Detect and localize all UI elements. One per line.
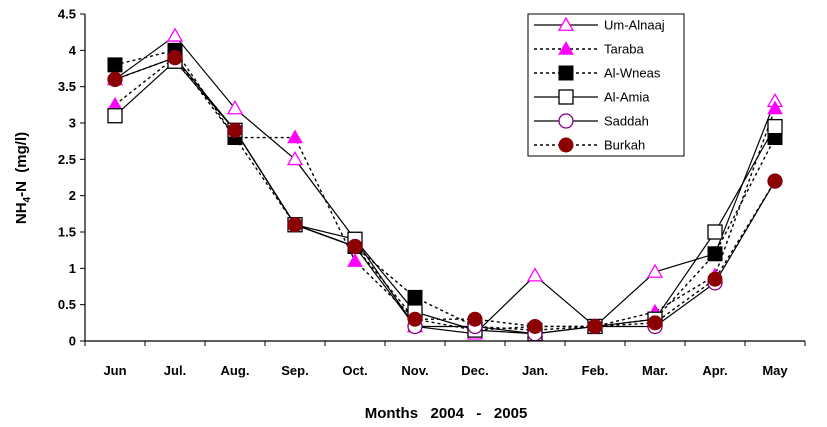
legend-label: Um-Alnaaj — [604, 18, 665, 33]
legend-label: Al-Amia — [604, 90, 650, 105]
y-tick-label: 4 — [69, 43, 77, 58]
legend-marker — [558, 65, 574, 81]
legend-marker — [558, 137, 574, 153]
series-line-5 — [114, 56, 776, 335]
data-point-series-1 — [286, 151, 304, 166]
data-point-series-2 — [287, 129, 303, 144]
y-tick-label: 0.5 — [58, 297, 76, 312]
data-point-series-6 — [227, 122, 243, 138]
x-tick-label: Jan. — [522, 363, 548, 378]
series-line-2 — [114, 56, 776, 331]
data-point-series-6 — [287, 217, 303, 233]
legend-label: Saddah — [604, 114, 649, 129]
data-point-series-2 — [767, 100, 783, 115]
data-point-series-6 — [467, 311, 483, 327]
x-tick-label: Nov. — [401, 363, 428, 378]
legend-box — [527, 13, 685, 157]
x-tick-label: Oct. — [342, 363, 367, 378]
legend: Um-Alnaaj Taraba Al-Wneas Al-Amia Saddah Burk… — [527, 13, 685, 157]
data-point-series-6 — [767, 173, 783, 189]
data-point-series-4 — [707, 224, 723, 240]
data-point-series-3 — [107, 57, 123, 73]
y-tick-label: 3 — [69, 116, 76, 131]
x-tick-label: Mar. — [642, 363, 668, 378]
data-point-series-6 — [707, 271, 723, 287]
x-axis-title: Months 2004 - 2005 — [365, 405, 528, 422]
y-tick-label: 0 — [69, 334, 76, 349]
y-axis-title-main: NH — [13, 202, 30, 224]
y-tick-label: 2.5 — [58, 152, 76, 167]
y-tick-label: 3.5 — [58, 79, 76, 94]
plot-markers — [106, 27, 784, 342]
data-point-series-6 — [587, 318, 603, 334]
legend-marker — [558, 89, 574, 105]
data-point-series-1 — [166, 27, 184, 42]
legend-label: Burkah — [604, 138, 645, 153]
series-line-1 — [114, 34, 776, 335]
y-axis-title-subscript: 4 — [22, 196, 33, 202]
y-axis-title: NH4-N (mg/l) — [13, 132, 33, 224]
data-point-series-1 — [646, 263, 664, 278]
x-ticks: Jun Jul. Aug. Sep. Oct. Nov. Dec. Jan. Feb. Mar. A… — [84, 341, 806, 378]
y-tick-label: 2 — [69, 188, 76, 203]
data-point-series-4 — [107, 108, 123, 124]
data-point-series-2 — [347, 253, 363, 267]
legend-label: Taraba — [604, 42, 645, 57]
y-ticks: 0 0.5 1 1.5 2 2.5 3 3.5 4 4.5 — [58, 7, 85, 349]
data-point-series-6 — [167, 50, 183, 66]
x-tick-label: Aug. — [221, 363, 250, 378]
legend-marker — [557, 16, 575, 31]
data-point-series-3 — [707, 246, 723, 262]
data-point-series-6 — [647, 315, 663, 331]
data-point-series-3 — [407, 289, 423, 305]
data-point-series-6 — [107, 71, 123, 87]
y-tick-label: 1.5 — [58, 225, 76, 240]
x-tick-label: Sep. — [281, 363, 308, 378]
x-tick-label: May — [762, 363, 788, 378]
x-tick-label: Apr. — [702, 363, 727, 378]
data-point-series-6 — [347, 239, 363, 255]
x-tick-label: Jul. — [164, 363, 186, 378]
legend-marker — [558, 113, 574, 129]
data-point-series-1 — [226, 100, 244, 115]
series-line-6 — [114, 56, 776, 328]
y-tick-label: 1 — [69, 261, 76, 276]
data-point-series-6 — [407, 311, 423, 327]
data-point-series-6 — [527, 318, 543, 334]
y-axis-title-rest: -N (mg/l) — [13, 132, 30, 197]
x-tick-label: Jun — [103, 363, 126, 378]
data-point-series-4 — [767, 118, 783, 135]
legend-marker — [558, 40, 574, 55]
plot-lines — [114, 34, 776, 335]
data-point-series-1 — [526, 267, 544, 282]
y-tick-label: 4.5 — [58, 7, 76, 22]
x-tick-label: Feb. — [582, 363, 609, 378]
legend-label: Al-Wneas — [604, 66, 661, 81]
series-line-3 — [114, 49, 776, 331]
x-tick-label: Dec. — [461, 363, 488, 378]
